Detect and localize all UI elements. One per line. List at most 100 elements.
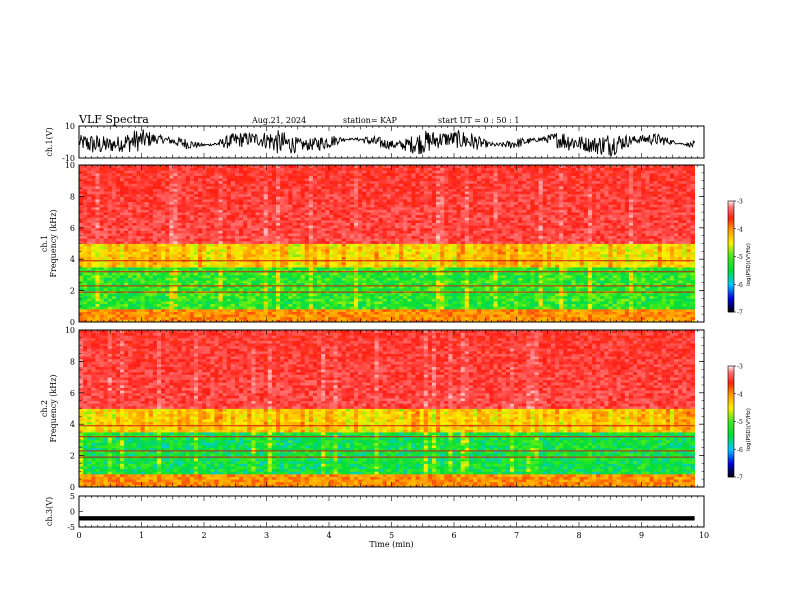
spec-cell xyxy=(95,219,100,223)
spec-cell xyxy=(271,261,277,265)
spec-cell xyxy=(239,188,244,192)
spec-cell xyxy=(111,301,117,305)
spec-cell xyxy=(378,295,384,299)
spec-cell xyxy=(169,214,174,218)
spec-cell xyxy=(136,196,141,200)
spec-cell xyxy=(120,306,125,310)
spec-cell xyxy=(263,214,269,218)
spec-cell xyxy=(399,217,404,221)
spec-cell xyxy=(165,274,170,278)
spec-cell xyxy=(202,243,207,247)
spec-cell xyxy=(189,267,195,271)
spec-cell xyxy=(382,214,388,218)
spec-cell xyxy=(271,267,277,271)
spec-cell xyxy=(296,267,302,271)
spec-cell xyxy=(140,316,146,320)
spec-cell xyxy=(152,230,158,234)
spec-cell xyxy=(165,319,170,323)
spec-cell xyxy=(247,204,252,208)
spec-cell xyxy=(284,180,289,184)
spec-cell xyxy=(234,282,240,286)
spec-cell xyxy=(144,193,150,197)
spec-cell xyxy=(214,243,219,247)
spec-cell xyxy=(349,172,355,176)
spec-cell xyxy=(366,306,371,310)
spec-cell xyxy=(345,251,351,255)
spec-cell xyxy=(161,196,166,200)
spec-cell xyxy=(181,185,187,189)
spec-cell xyxy=(267,170,273,174)
spec-cell xyxy=(308,256,314,260)
spec-cell xyxy=(255,191,260,195)
spec-cell xyxy=(210,227,215,231)
spec-cell xyxy=(218,212,224,216)
spec-cell xyxy=(239,180,244,184)
spec-cell xyxy=(263,280,269,284)
spec-cell xyxy=(271,204,277,208)
spec-cell xyxy=(329,272,334,276)
spec-cell xyxy=(366,165,371,169)
spec-cell xyxy=(161,170,166,174)
spec-cell xyxy=(251,261,256,265)
spec-cell xyxy=(79,253,84,257)
spec-cell xyxy=(341,272,347,276)
spec-cell xyxy=(329,212,334,216)
spec-cell xyxy=(144,227,150,231)
spec-cell xyxy=(345,227,351,231)
spec-cell xyxy=(247,287,252,291)
spec-cell xyxy=(362,172,367,176)
spec-cell xyxy=(243,183,248,187)
spec-cell xyxy=(403,308,408,312)
spec-cell xyxy=(304,201,310,205)
spec-cell xyxy=(152,243,158,247)
spec-cell xyxy=(280,298,285,302)
spec-cell xyxy=(99,178,105,182)
spec-cell xyxy=(239,264,244,268)
spec-cell xyxy=(185,201,191,205)
spec-cell xyxy=(259,201,265,205)
spec-cell xyxy=(366,316,371,320)
spec-cell xyxy=(140,246,146,250)
spec-cell xyxy=(120,285,125,289)
spec-cell xyxy=(300,277,306,281)
spec-cell xyxy=(284,222,289,226)
spec-cell xyxy=(148,167,154,171)
spec-cell xyxy=(79,193,84,197)
spec-cell xyxy=(349,293,355,297)
spec-cell xyxy=(276,217,281,221)
spec-cell xyxy=(349,277,355,281)
spec-cell xyxy=(152,295,158,299)
spec-cell xyxy=(358,204,363,208)
spec-cell xyxy=(271,269,277,273)
spec-cell xyxy=(234,272,240,276)
spec-cell xyxy=(251,253,256,257)
spec-cell xyxy=(349,222,355,226)
spec-cell xyxy=(79,274,84,278)
spec-cell xyxy=(267,277,273,281)
spec-cell xyxy=(210,222,215,226)
spec-cell xyxy=(128,183,133,187)
spec-cell xyxy=(329,201,334,205)
spec-cell xyxy=(222,267,228,271)
spec-cell xyxy=(386,314,392,318)
spec-cell xyxy=(83,196,88,200)
spec-cell xyxy=(210,199,215,203)
spec-cell xyxy=(124,175,129,179)
spec-cell xyxy=(87,201,92,205)
spec-cell xyxy=(386,214,392,218)
spec-cell xyxy=(202,219,207,223)
spec-cell xyxy=(185,222,191,226)
spec-cell xyxy=(284,319,289,323)
spec-cell xyxy=(255,314,260,318)
spec-cell xyxy=(83,193,88,197)
spec-cell xyxy=(378,204,384,208)
spec-cell xyxy=(399,183,404,187)
spec-cell xyxy=(181,165,187,169)
spec-cell xyxy=(79,183,84,187)
spec-cell xyxy=(267,285,273,289)
spec-cell xyxy=(300,319,306,323)
spec-cell xyxy=(341,172,347,176)
spec-cell xyxy=(378,219,384,223)
spec-cell xyxy=(317,222,322,226)
spec-cell xyxy=(214,238,219,242)
